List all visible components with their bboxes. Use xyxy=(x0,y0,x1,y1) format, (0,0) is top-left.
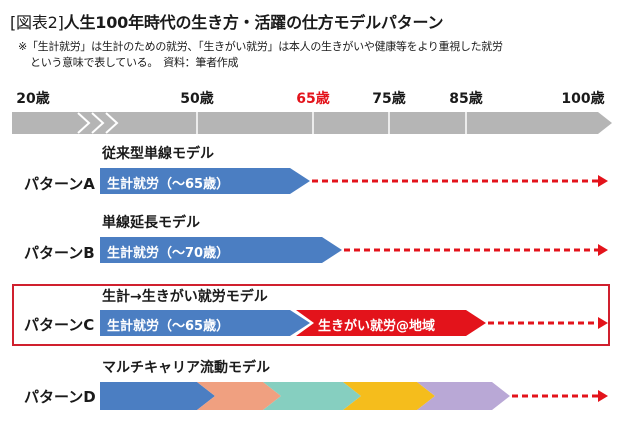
pattern-c-segment-label-2: 生きがい就労@地域 xyxy=(318,319,436,334)
pattern-b-model-title: 単線延長モデル xyxy=(102,215,200,231)
pattern-a-segment-label: 生計就労（～65歳） xyxy=(107,177,230,192)
pattern-c-highlight-box xyxy=(12,284,610,346)
pattern-c-model-title: 生計→生きがい就労モデル xyxy=(102,289,268,305)
pattern-c-arrowhead xyxy=(598,317,608,329)
timeline-chevron-1 xyxy=(77,112,91,134)
pattern-c-segment-label-1: 生計就労（～65歳） xyxy=(107,319,230,334)
figure-title-text: 人生100年時代の生き方・活躍の仕方モデルパターン xyxy=(63,13,444,32)
pattern-c-bar-2 xyxy=(296,310,486,336)
pattern-b-segment-label: 生計就労（～70歳） xyxy=(107,246,230,261)
pattern-c-bar-1 xyxy=(100,310,310,336)
figure-note-line2: という意味で表している。 資料：筆者作成 xyxy=(30,56,239,69)
pattern-b-label: パターンB xyxy=(24,244,95,262)
pattern-d-label: パターンD xyxy=(24,388,96,406)
age-label-20: 20歳 xyxy=(16,91,50,107)
figure-title: [図表2]人生100年時代の生き方・活躍の仕方モデルパターン xyxy=(10,9,443,33)
figure-tag: [図表2] xyxy=(10,13,64,32)
pattern-b-bar xyxy=(100,237,342,263)
pattern-d-model-title: マルチキャリア流動モデル xyxy=(102,360,270,376)
pattern-b-arrowhead xyxy=(598,244,608,256)
pattern-a-bar xyxy=(100,168,310,194)
age-label-85: 85歳 xyxy=(449,91,483,107)
timeline-chevron-3 xyxy=(105,112,119,134)
pattern-d-segment-3 xyxy=(263,382,361,410)
age-label-50: 50歳 xyxy=(180,91,214,107)
age-label-75: 75歳 xyxy=(372,91,406,107)
pattern-a-model-title: 従来型単線モデル xyxy=(102,146,214,162)
timeline-chevron-2 xyxy=(91,112,105,134)
age-label-65: 65歳 xyxy=(296,91,330,107)
pattern-d-segment-2 xyxy=(197,382,281,410)
pattern-d-segment-4 xyxy=(343,382,435,410)
pattern-d-segment-1 xyxy=(100,382,215,410)
pattern-d-arrowhead xyxy=(598,390,608,402)
age-label-100: 100歳 xyxy=(561,91,605,107)
pattern-c-label: パターンC xyxy=(24,316,95,334)
figure-note-line1: ※「生計就労」は生計のための就労、「生きがい就労」は本人の生きがいや健康等をより… xyxy=(18,40,503,53)
timeline-track xyxy=(12,112,612,134)
pattern-a-label: パターンA xyxy=(24,175,95,193)
pattern-a-arrowhead xyxy=(598,175,608,187)
pattern-d-segment-5 xyxy=(417,382,510,410)
